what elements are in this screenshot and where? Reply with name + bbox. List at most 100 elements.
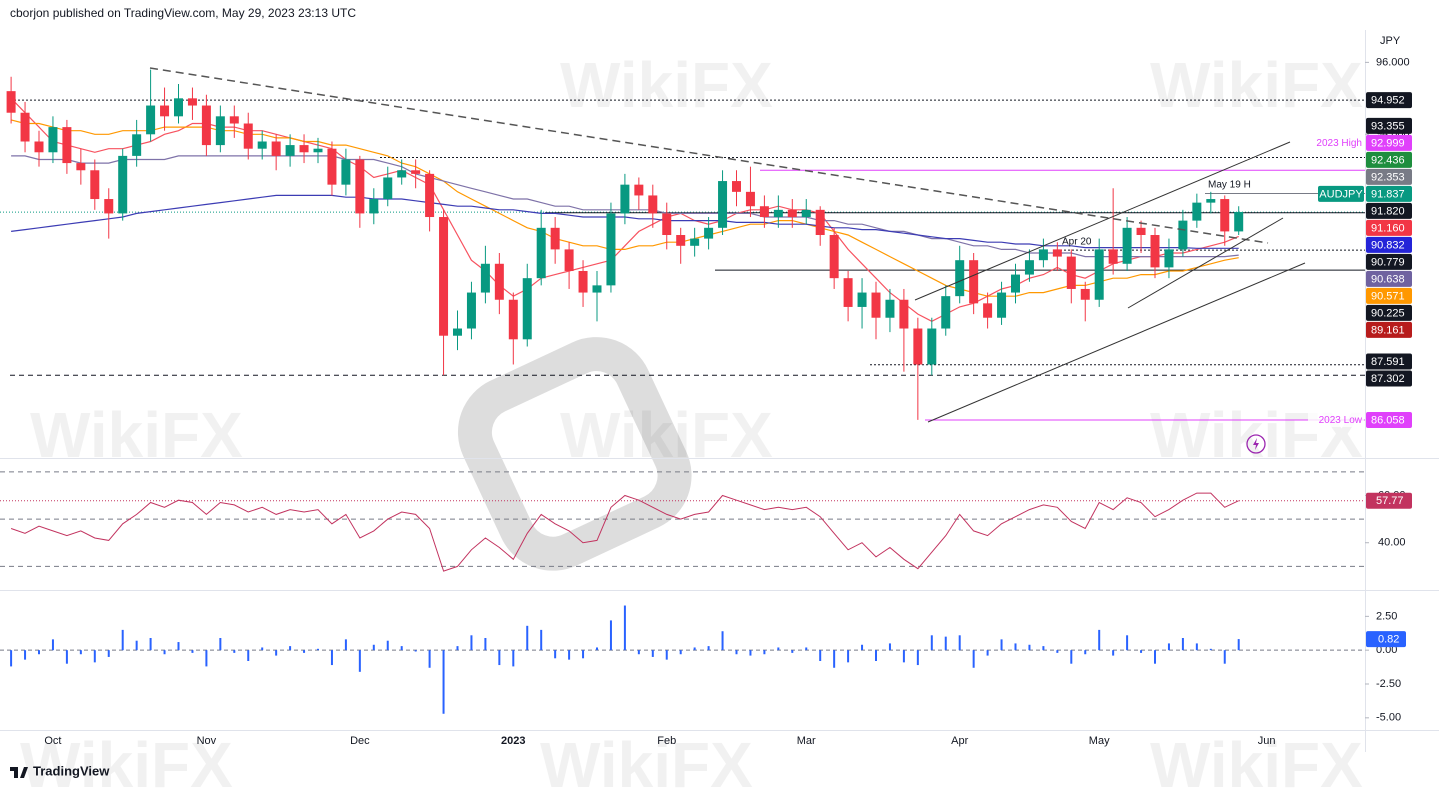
momentum-bar — [1112, 650, 1115, 656]
price-tag — [1366, 253, 1412, 270]
momentum-bar — [10, 650, 13, 667]
candle-body — [494, 263, 504, 300]
level-title: 2023 High — [1316, 138, 1362, 149]
candle-body — [355, 159, 365, 214]
candle-body — [801, 209, 811, 218]
watermark: WikiFX — [560, 49, 773, 121]
momentum-bar — [261, 647, 264, 651]
price-tag-label: 90.779 — [1371, 256, 1405, 268]
candle-body — [146, 105, 156, 135]
momentum-bar — [847, 650, 850, 663]
momentum-bar — [805, 647, 808, 651]
candle-body — [243, 123, 253, 149]
momentum-tag — [1366, 631, 1406, 648]
momentum-bar — [191, 650, 194, 653]
candle-body — [1011, 274, 1020, 293]
channel-line — [914, 141, 1291, 301]
watermark: WikiFX — [30, 399, 243, 471]
candle-body — [648, 195, 658, 214]
watermark: WikiFX — [20, 729, 233, 789]
candle-body — [857, 292, 867, 307]
candle-body — [229, 116, 239, 124]
candle-body — [913, 328, 923, 365]
momentum-bar — [289, 646, 292, 651]
y-tick-label: 0.00 — [1376, 644, 1397, 656]
momentum-bar — [526, 625, 529, 651]
candle-body — [118, 155, 128, 214]
candle-body — [1094, 249, 1104, 300]
y-tick-label: 2.50 — [1376, 610, 1397, 622]
momentum-bar — [317, 648, 319, 651]
candle-body — [48, 127, 58, 153]
moving-average — [10, 97, 1239, 322]
x-tick-label: Jun — [1258, 735, 1276, 747]
momentum-bar — [916, 650, 919, 666]
y-tick-label: 96.000 — [1376, 56, 1410, 68]
candle-body — [62, 127, 72, 164]
rsi-tag-label: 57.77 — [1376, 495, 1404, 507]
candle-body — [1024, 260, 1034, 275]
price-tag — [1366, 92, 1412, 109]
candle-body — [1178, 220, 1188, 250]
watermark-logo — [457, 337, 692, 571]
price-tag — [1366, 353, 1412, 370]
momentum-bar — [79, 650, 82, 655]
x-tick-label: Apr — [951, 735, 968, 747]
candle-body — [606, 213, 616, 286]
price-tag-label: 91.837 — [1371, 188, 1405, 200]
momentum-bar — [735, 650, 738, 655]
alert-icon[interactable] — [1246, 434, 1266, 454]
rsi-line — [10, 492, 1239, 572]
candle-body — [745, 191, 755, 207]
candle-body — [411, 170, 421, 174]
price-tag — [1366, 236, 1412, 253]
rsi-tag — [1366, 492, 1412, 509]
trendlines — [149, 67, 1306, 423]
momentum-bar — [93, 650, 96, 663]
price-tag — [1366, 304, 1412, 321]
candle-body — [1150, 235, 1160, 268]
candle-body — [6, 91, 16, 113]
momentum-bar — [568, 650, 571, 660]
logo-shape — [457, 337, 692, 571]
price-tag-label: 86.058 — [1371, 414, 1405, 426]
candle-body — [815, 209, 825, 236]
momentum-bar — [1223, 650, 1226, 664]
momentum-bar — [1056, 650, 1059, 653]
brand-logo — [10, 767, 28, 778]
momentum-bar — [1014, 643, 1017, 651]
momentum-bar — [1195, 643, 1198, 651]
plot: May 19 H Apr 20 — [0, 69, 1365, 714]
price-tag — [1366, 151, 1412, 168]
price-tag-label: 91.160 — [1371, 222, 1405, 234]
momentum-bar — [707, 646, 710, 651]
price-tag-label: 90.638 — [1371, 273, 1405, 285]
momentum-bar — [888, 643, 891, 651]
candle-body — [871, 292, 881, 318]
candle-body — [327, 148, 337, 185]
price-tag-label: 89.161 — [1371, 324, 1405, 336]
momentum-bar — [972, 650, 975, 668]
candle-body — [787, 209, 797, 218]
momentum-bar — [205, 650, 208, 667]
candle-body — [704, 227, 714, 239]
axes: Oct Nov Dec 2023 Feb Mar Apr May Jun96.00094.000… — [44, 35, 1412, 747]
level-title-bg — [1308, 412, 1364, 427]
x-tick-label: Feb — [657, 735, 676, 747]
header: cborjon published on TradingView.com, Ma… — [10, 6, 356, 20]
momentum-bar — [247, 650, 250, 661]
momentum-bar — [833, 650, 836, 668]
price-tag — [1366, 202, 1412, 219]
momentum-bar — [623, 605, 626, 651]
candle-body — [508, 299, 518, 340]
candle-body — [201, 105, 211, 146]
candle-body — [1108, 249, 1118, 264]
momentum-bar — [1000, 639, 1003, 651]
momentum-bar — [470, 635, 473, 651]
price-tag — [1366, 287, 1412, 304]
candle-body — [90, 170, 100, 200]
momentum-bar — [386, 640, 389, 651]
candle-body — [383, 177, 393, 200]
candle-body — [690, 238, 700, 246]
